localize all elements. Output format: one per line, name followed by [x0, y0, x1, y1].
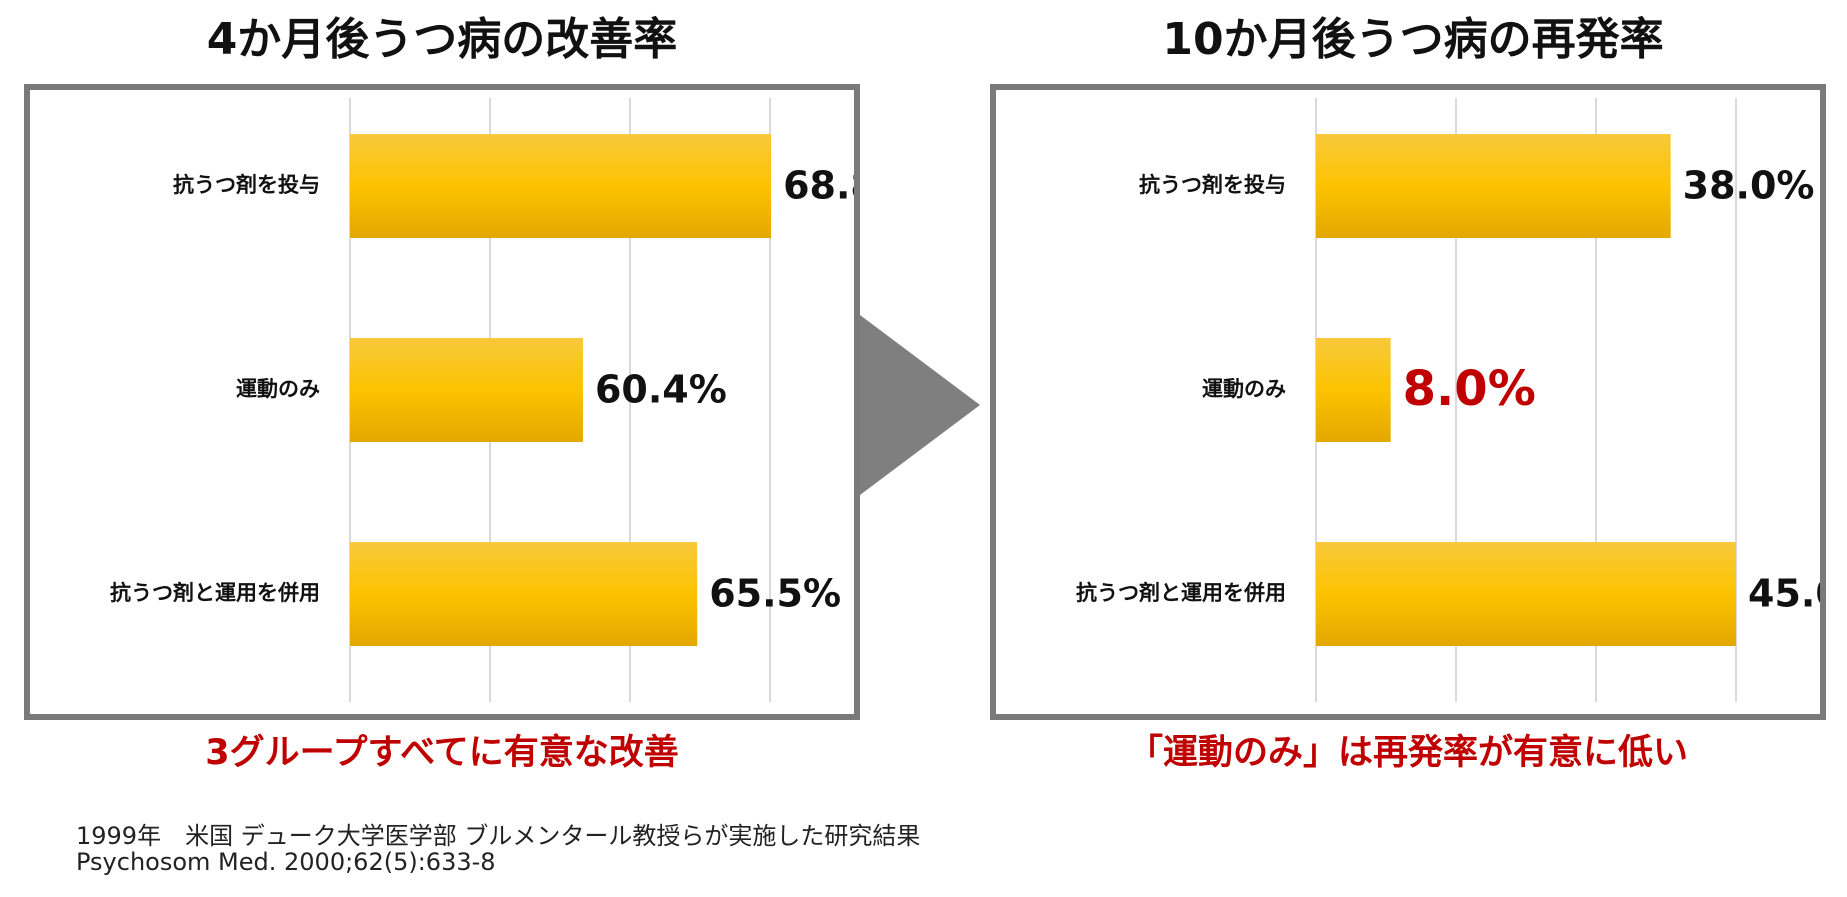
- right-chart-title: 10か月後うつ病の再発率: [1162, 14, 1664, 65]
- arrow-right-icon: [860, 315, 980, 495]
- right-chart-category-label: 抗うつ剤を投与: [1139, 173, 1286, 197]
- left-chart-title: 4か月後うつ病の改善率: [206, 14, 678, 65]
- right-chart-category-label: 抗うつ剤と運用を併用: [1076, 581, 1286, 605]
- left-chart-bar: [350, 134, 772, 238]
- left-chart: 抗うつ剤を投与 68.8% 運動のみ 60.4% 抗うつ剤と運用を併用 65.5%: [110, 98, 854, 702]
- right-chart: 抗うつ剤を投与 38.0% 運動のみ 8.0% 抗うつ剤と運用を併用 45.0%: [1076, 98, 1820, 702]
- left-chart-value-label: 60.4%: [595, 368, 727, 412]
- left-chart-category-label: 抗うつ剤と運用を併用: [110, 581, 320, 605]
- right-chart-value-label: 38.0%: [1683, 164, 1815, 208]
- right-chart-bar: [1316, 338, 1391, 442]
- citation-reference: Psychosom Med. 2000;62(5):633-8: [76, 848, 496, 876]
- right-chart-panel: 抗うつ剤を投与 38.0% 運動のみ 8.0% 抗うつ剤と運用を併用 45.0%: [990, 84, 1826, 720]
- left-conclusion: 3グループすべてに有意な改善: [205, 733, 679, 773]
- left-chart-bar: [350, 542, 698, 646]
- citation-source: 1999年 米国 デューク大学医学部 ブルメンタール教授らが実施した研究結果: [76, 822, 921, 850]
- right-chart-bar: [1316, 134, 1671, 238]
- left-chart-bar: [350, 338, 583, 442]
- right-chart-category-label: 運動のみ: [1202, 377, 1286, 401]
- right-conclusion: 「運動のみ」は再発率が有意に低い: [1127, 733, 1688, 773]
- right-chart-value-label: 45.0%: [1748, 572, 1820, 616]
- left-chart-category-label: 抗うつ剤を投与: [173, 173, 320, 197]
- left-chart-value-label: 65.5%: [709, 572, 841, 616]
- right-chart-value-label: 8.0%: [1403, 361, 1536, 417]
- left-chart-value-label: 68.8%: [783, 164, 854, 208]
- right-chart-bar: [1316, 542, 1736, 646]
- left-chart-category-label: 運動のみ: [236, 377, 320, 401]
- left-chart-panel: 抗うつ剤を投与 68.8% 運動のみ 60.4% 抗うつ剤と運用を併用 65.5%: [24, 84, 860, 720]
